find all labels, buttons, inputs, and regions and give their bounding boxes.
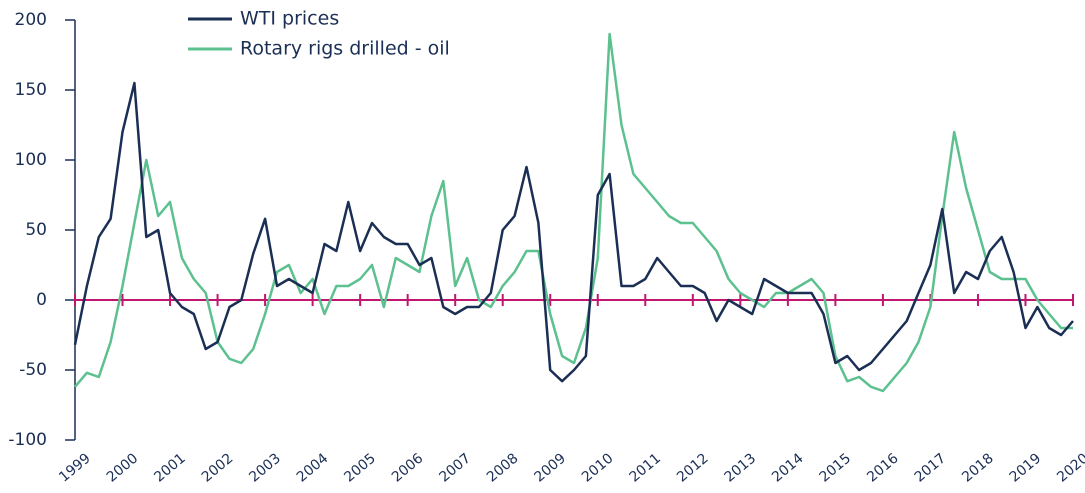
x-tick-label: 2004 — [294, 450, 332, 485]
x-tick-label: 2007 — [436, 450, 474, 485]
x-tick-label: 2008 — [484, 450, 522, 485]
x-tick-label: 2015 — [817, 450, 855, 485]
legend-label: Rotary rigs drilled - oil — [240, 38, 450, 60]
y-tick-label: -50 — [19, 360, 47, 380]
series-line — [73, 81, 1074, 383]
y-tick-label: 0 — [36, 290, 47, 310]
x-tick-label: 2000 — [104, 450, 142, 485]
x-tick-label: 2006 — [389, 450, 427, 485]
x-tick-label: 2016 — [864, 450, 902, 485]
y-tick-label: -100 — [8, 430, 47, 450]
x-tick-label: 2012 — [674, 450, 712, 485]
x-tick-label: 2005 — [341, 450, 379, 485]
y-tick-label: 50 — [25, 220, 47, 240]
x-tick-label: 2002 — [199, 450, 237, 485]
x-tick-label: 1999 — [56, 450, 94, 485]
x-tick-label: 2020 — [1054, 450, 1085, 485]
x-tick-label: 2001 — [151, 450, 189, 485]
x-tick-label: 2011 — [626, 450, 664, 485]
x-tick-label: 2010 — [579, 450, 617, 485]
x-tick-label: 2018 — [959, 450, 997, 485]
y-tick-label: 100 — [15, 150, 47, 170]
x-tick-label: 2013 — [722, 450, 760, 485]
y-tick-label: 150 — [15, 80, 47, 100]
series-line — [74, 32, 1073, 393]
x-tick-label: 2019 — [1007, 450, 1045, 485]
x-tick-label: 2017 — [912, 450, 950, 485]
x-tick-label: 2014 — [769, 450, 807, 485]
x-tick-label: 2003 — [246, 450, 284, 485]
x-tick-label: 2009 — [531, 450, 569, 485]
y-tick-label: 200 — [15, 10, 47, 30]
legend-label: WTI prices — [240, 8, 339, 30]
